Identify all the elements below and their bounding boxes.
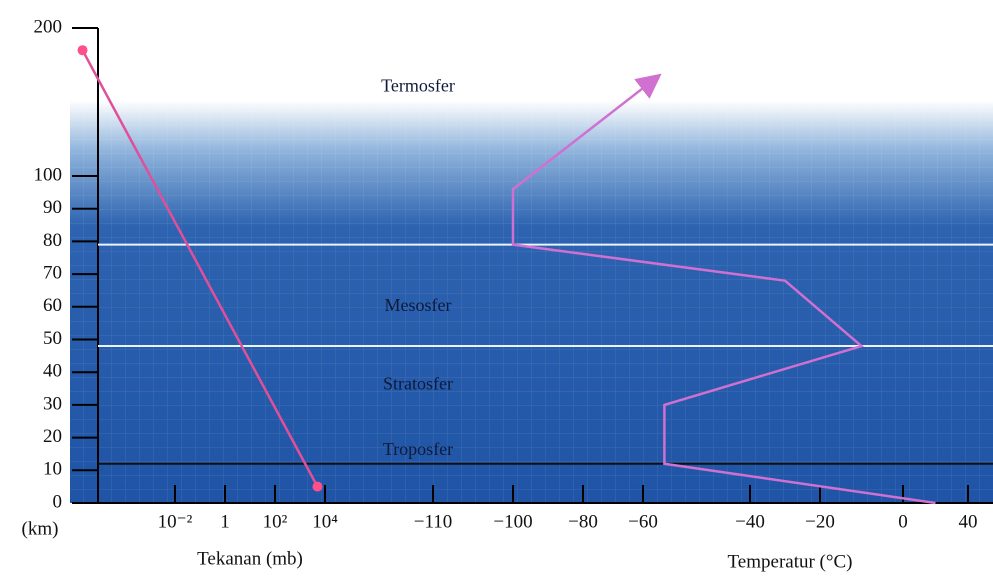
layer-label: Stratosfer <box>383 373 453 393</box>
pressure-point <box>77 45 88 56</box>
y-tick-label: 70 <box>43 262 62 283</box>
y-tick-label: 0 <box>53 491 63 512</box>
temperature-tick-label: −110 <box>414 511 453 532</box>
y-tick-label: 60 <box>43 295 62 316</box>
temperature-tick-label: −40 <box>735 511 765 532</box>
pressure-tick-label: 10⁻² <box>158 511 193 532</box>
pressure-point <box>312 481 323 492</box>
temperature-tick-label: 0 <box>898 511 908 532</box>
grid-texture <box>70 0 993 503</box>
y-tick-label: 80 <box>43 230 62 251</box>
temperature-tick-label: −20 <box>805 511 835 532</box>
y-tick-label: 10 <box>43 459 62 480</box>
y-tick-label: 100 <box>34 164 63 185</box>
layer-label: Mesosfer <box>385 295 452 315</box>
temperature-line <box>511 73 936 505</box>
pressure-tick-label: 10² <box>263 511 288 532</box>
layer-label: Troposfer <box>383 439 453 459</box>
layer-label: Termosfer <box>381 75 455 95</box>
pressure-tick-label: 1 <box>220 511 230 532</box>
y-tick-label: 40 <box>43 361 62 382</box>
temperature-tick-label: 40 <box>959 511 978 532</box>
temperature-tick-label: −80 <box>568 511 598 532</box>
y-axis-label: (km) <box>22 518 59 539</box>
y-tick-label: 30 <box>43 393 62 414</box>
pressure-line <box>81 49 319 488</box>
pressure-axis-label: Tekanan (mb) <box>197 548 303 569</box>
y-tick-label: 50 <box>43 328 62 349</box>
y-tick-label: 20 <box>43 426 62 447</box>
temperature-axis-label: Temperatur (°C) <box>728 551 853 572</box>
pressure-tick-label: 10⁴ <box>312 511 338 532</box>
temperature-tick-label: −60 <box>628 511 658 532</box>
temperature-tick-label: −100 <box>493 511 532 532</box>
y-tick-label: 200 <box>34 16 63 37</box>
y-tick-label: 90 <box>43 197 62 218</box>
